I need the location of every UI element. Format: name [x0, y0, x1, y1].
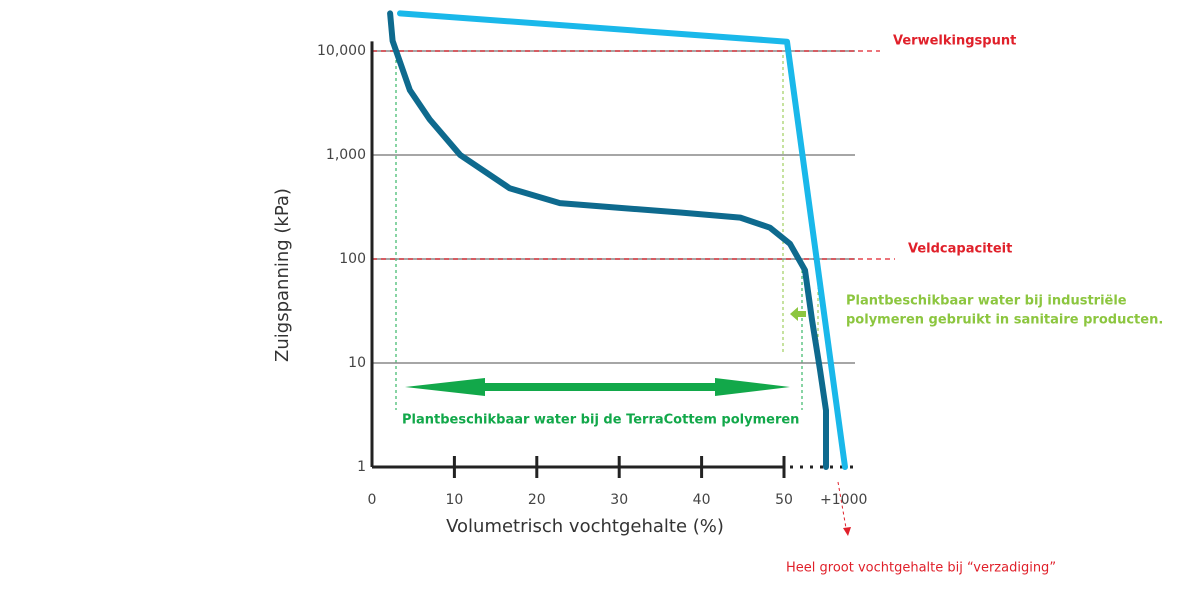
x-tick-label: 20 [528, 492, 546, 508]
range-arrow [405, 378, 790, 396]
x-axis-label: Volumetrisch vochtgehalte (%) [446, 516, 724, 537]
annotation: Plantbeschikbaar water bij de TerraCotte… [402, 413, 799, 428]
curve [387, 10, 829, 470]
y-tick-label: 1,000 [326, 147, 366, 163]
y-tick-label: 1 [357, 459, 366, 475]
x-tick-label: 30 [610, 492, 628, 508]
reference-label: Verwelkingspunt [893, 34, 1016, 49]
x-tick-label: 10 [445, 492, 463, 508]
annotation: polymeren gebruikt in sanitaire producte… [846, 313, 1163, 328]
curve [397, 10, 848, 470]
x-tick-label: 50 [775, 492, 793, 508]
reference-label: Veldcapaciteit [908, 242, 1012, 257]
pointer-head [843, 527, 851, 536]
annotation: Plantbeschikbaar water bij industriële [846, 294, 1127, 309]
x-tick-label: 40 [693, 492, 711, 508]
y-tick-label: 100 [339, 251, 366, 267]
x-tick-label: +1000 [820, 492, 867, 508]
x-tick-label: 0 [368, 492, 377, 508]
range-arrow [790, 307, 806, 321]
y-tick-label: 10 [348, 355, 366, 371]
y-tick-label: 10,000 [317, 43, 366, 59]
annotation: Heel groot vochtgehalte bij “verzadiging… [786, 561, 1056, 576]
pointer [837, 481, 847, 529]
y-axis-label: Zuigspanning (kPa) [272, 188, 293, 362]
